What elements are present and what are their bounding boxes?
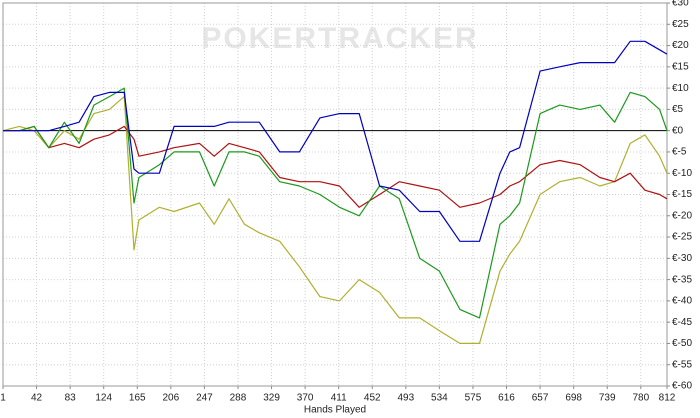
x-tick-label: 206 xyxy=(162,393,179,404)
watermark: POKERTRACKER xyxy=(201,22,478,55)
x-tick-label: 288 xyxy=(230,393,247,404)
x-tick-label: 739 xyxy=(599,393,616,404)
x-tick-label: 616 xyxy=(498,393,515,404)
y-tick-label: €-60 xyxy=(672,381,692,392)
x-tick-label: 247 xyxy=(196,393,213,404)
y-tick-label: €-40 xyxy=(672,296,692,307)
y-tick-label: €-5 xyxy=(672,147,687,158)
y-tick-label: €-30 xyxy=(672,253,692,264)
series-line xyxy=(3,40,668,242)
x-tick-label: 698 xyxy=(565,393,582,404)
x-tick-label: 42 xyxy=(31,393,43,404)
y-tick-label: €0 xyxy=(672,125,684,136)
series-line xyxy=(3,87,668,319)
y-tick-label: €-15 xyxy=(672,189,692,200)
series-line xyxy=(2,95,668,344)
y-tick-label: €25 xyxy=(672,19,689,30)
y-tick-label: €20 xyxy=(672,40,689,51)
x-tick-label: 452 xyxy=(364,393,381,404)
x-tick-label: 780 xyxy=(632,393,649,404)
y-tick-label: €-25 xyxy=(672,232,692,243)
y-tick-label: €5 xyxy=(672,104,684,115)
x-axis-title: Hands Played xyxy=(304,405,366,416)
x-tick-label: 83 xyxy=(65,393,77,404)
series-line xyxy=(3,125,668,208)
y-tick-label: €-20 xyxy=(672,210,692,221)
y-tick-label: €-35 xyxy=(672,274,692,285)
y-tick-label: €-10 xyxy=(672,168,692,179)
x-tick-label: 657 xyxy=(532,393,549,404)
x-tick-label: 1 xyxy=(0,393,6,404)
plot-frame xyxy=(2,2,668,387)
y-tick-label: €-50 xyxy=(672,338,692,349)
y-tick-label: €-55 xyxy=(672,359,692,370)
x-tick-label: 370 xyxy=(297,393,314,404)
x-tick-label: 493 xyxy=(397,393,414,404)
y-tick-label: €10 xyxy=(672,83,689,94)
x-tick-label: 411 xyxy=(331,393,347,404)
y-tick-label: €30 xyxy=(672,0,689,9)
y-tick-label: €-45 xyxy=(672,317,692,328)
x-tick-label: 329 xyxy=(263,393,280,404)
x-tick-label: 165 xyxy=(129,393,146,404)
x-tick-label: 812 xyxy=(659,393,676,404)
x-tick-label: 534 xyxy=(431,393,448,404)
x-tick-label: 575 xyxy=(465,393,482,404)
y-tick-label: €15 xyxy=(672,61,689,72)
x-tick-label: 124 xyxy=(95,393,112,404)
